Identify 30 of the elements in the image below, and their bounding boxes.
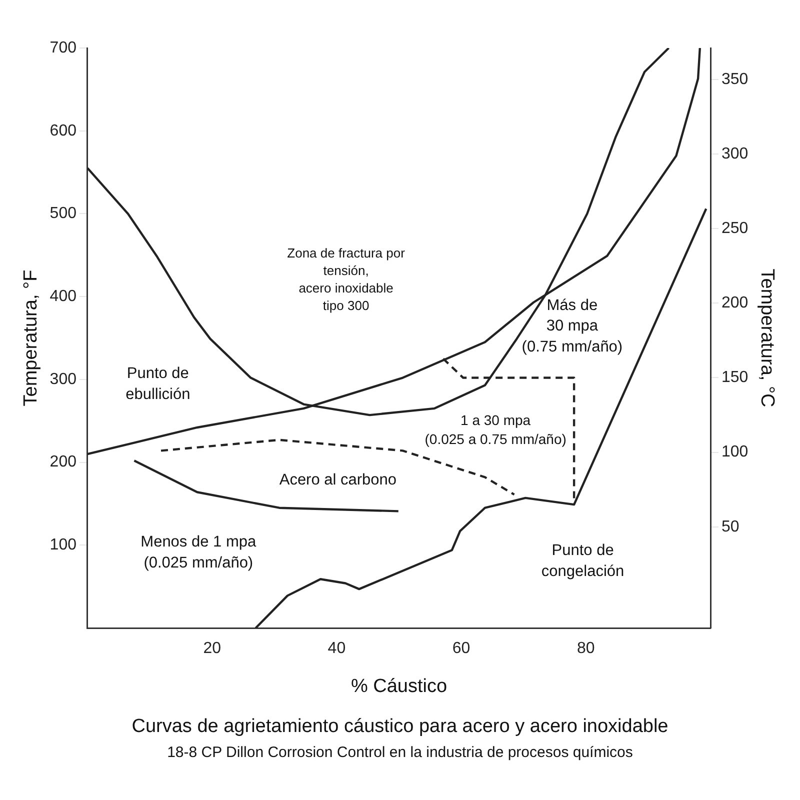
x-tick-label: 40: [328, 640, 346, 658]
y-tick-label: 100: [50, 536, 77, 554]
y-tick-label: 300: [50, 370, 77, 388]
x-tick-label: 60: [452, 640, 470, 658]
text: 18-8 CP Dillon Corrosion Control en la industria de procesos químicos: [166, 744, 634, 761]
x-tick-label: 20: [203, 640, 222, 658]
y-axis-title: Temperatura, °F: [20, 270, 42, 406]
y-tick-label: 600: [50, 122, 77, 140]
y2-tick-label: 200: [722, 294, 748, 312]
y2-tick-label: 350: [722, 70, 748, 88]
y2-tick-label: 50: [722, 518, 740, 536]
y2-tick-label: 250: [722, 220, 748, 238]
y2-tick-label: 100: [722, 444, 748, 461]
annotation: Más de 30 mpa (0.75 mm/año): [522, 296, 623, 356]
annotation: Punto de ebullición: [126, 365, 190, 404]
text: Curvas de agrietamiento cáustico para acero y acero inoxidable: [130, 716, 670, 738]
y2-tick-label: 300: [722, 145, 748, 162]
y-tick-label: 500: [50, 205, 77, 222]
annotation: Menos de 1 mpa (0.025 mm/año): [140, 533, 256, 572]
annotation: Acero al carbono: [279, 471, 397, 488]
annotation: Punto de congelación: [541, 542, 624, 580]
y-tick-label: 200: [50, 454, 77, 471]
y-tick-label: 700: [50, 39, 77, 56]
y2-tick-label: 150: [722, 369, 748, 386]
x-tick-label: 80: [577, 640, 595, 658]
annotation: Zona de fractura por tensión, acero inoxidable tipo 300: [287, 245, 406, 313]
y2-axis-title: Temperatura, °C: [756, 268, 778, 408]
annotation: 1 a 30 mpa (0.025 a 0.75 mm/año): [424, 412, 566, 448]
y-tick-label: 400: [50, 288, 77, 305]
x-axis-title: % Cáustico: [350, 676, 448, 697]
